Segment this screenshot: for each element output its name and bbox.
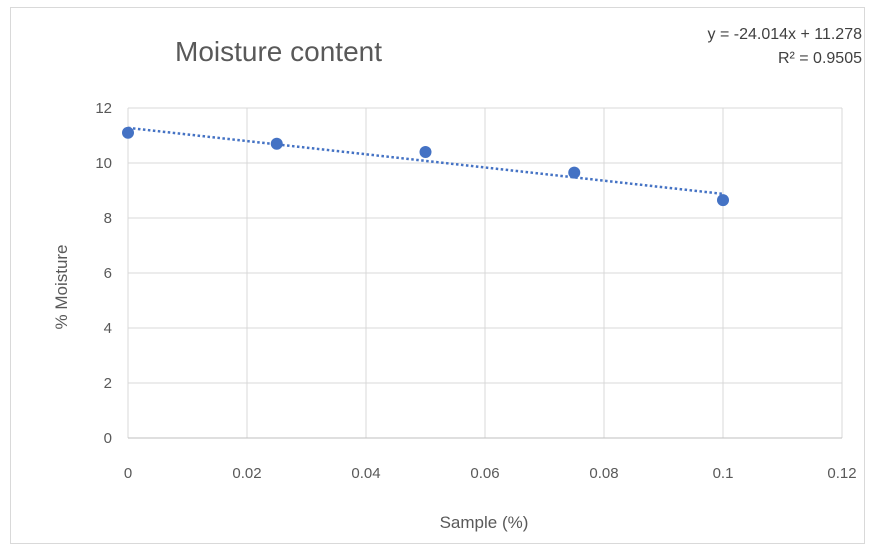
x-tick-label: 0 — [124, 465, 132, 482]
data-point — [122, 126, 134, 139]
y-tick-label: 6 — [104, 265, 112, 282]
x-tick-label: 0.02 — [232, 465, 261, 482]
r-squared-line: R² = 0.9505 — [777, 50, 862, 67]
x-tick-label: 0.12 — [827, 465, 856, 482]
x-tick-label: 0.1 — [713, 465, 734, 482]
trendline — [127, 126, 724, 196]
chart-title: Moisture content — [175, 36, 382, 67]
data-point — [270, 137, 283, 150]
x-tick-label: 0.06 — [470, 465, 499, 482]
y-tick-label: 8 — [104, 210, 112, 227]
data-point — [419, 146, 432, 158]
x-tick-label: 0.04 — [351, 465, 380, 482]
y-tick-label: 2 — [104, 375, 112, 392]
y-tick-label: 10 — [95, 155, 112, 172]
data-point — [717, 194, 729, 207]
x-axis-label: Sample (%) — [439, 513, 529, 532]
data-point — [568, 166, 581, 179]
y-tick-label: 4 — [104, 320, 112, 337]
y-tick-label: 0 — [104, 430, 112, 447]
x-tick-label: 0.08 — [589, 465, 618, 482]
trendline-equation: y = -24.014x + 11.278 R² = 0.9505 — [708, 23, 862, 71]
equation-line: y = -24.014x + 11.278 — [707, 26, 862, 43]
y-tick-label: 12 — [95, 100, 112, 117]
